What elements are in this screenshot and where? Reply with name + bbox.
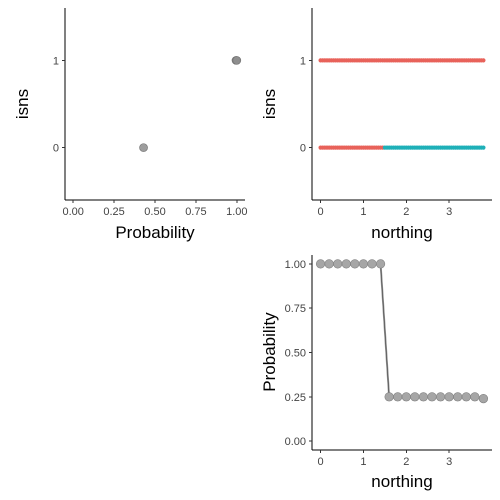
- data-point: [324, 259, 334, 269]
- x-tick-label: 0: [318, 206, 324, 218]
- ticks-group: 0 1 2 3 0 1: [300, 55, 452, 218]
- y-axis-title: isns: [13, 89, 32, 119]
- x-tick-label: 0.50: [144, 206, 165, 218]
- series-line: [320, 262, 484, 400]
- data-point: [410, 392, 420, 402]
- x-tick-label: 0.00: [62, 206, 83, 218]
- ticks-group: 0 1 2 3 0.00 0.25 0.50 0.75 1.00: [285, 259, 453, 468]
- data-point: [481, 145, 486, 150]
- panel-northing-vs-isns: 0 1 2 3 0 1 northing isns: [260, 8, 492, 242]
- y-tick-label: 1: [300, 55, 306, 67]
- panel-northing-vs-probability: 0 1 2 3 0.00 0.25 0.50 0.75 1.00 northing Probab…: [260, 255, 492, 491]
- data-point: [470, 392, 480, 402]
- data-point: [375, 259, 386, 269]
- x-tick-label: 0: [318, 456, 324, 468]
- x-tick-label: 2: [403, 206, 409, 218]
- marks-group: [318, 58, 486, 150]
- marks-group: [139, 56, 242, 152]
- data-point: [350, 259, 360, 269]
- ticks-group: 0.00 0.25 0.50 0.75 1.00 0 1: [53, 55, 248, 218]
- series-line-core: [320, 263, 484, 399]
- data-point: [384, 392, 394, 402]
- y-tick-label: 0: [300, 143, 306, 155]
- x-tick-label: 1: [360, 456, 366, 468]
- data-point: [358, 259, 369, 269]
- y-tick-label: 0: [53, 143, 59, 155]
- data-point: [427, 392, 437, 402]
- x-axis-title: Probability: [115, 223, 195, 242]
- data-point: [418, 392, 429, 402]
- y-tick-label: 1.00: [285, 259, 306, 271]
- y-tick-label: 1: [53, 55, 59, 67]
- x-axis-title: northing: [371, 472, 432, 491]
- data-point: [401, 392, 411, 402]
- data-point: [341, 259, 351, 269]
- y-axis-title: isns: [260, 89, 279, 119]
- data-point: [393, 392, 403, 402]
- x-tick-label: 1.00: [226, 206, 247, 218]
- x-tick-label: 2: [403, 456, 409, 468]
- y-tick-label: 0.75: [285, 303, 306, 315]
- x-tick-label: 0.75: [185, 206, 206, 218]
- data-point: [315, 259, 326, 269]
- data-point: [139, 143, 148, 152]
- data-point: [461, 392, 471, 402]
- y-tick-label: 0.00: [285, 436, 306, 448]
- data-point: [232, 56, 242, 65]
- marks-group: [315, 259, 489, 404]
- panel-probability-vs-isns: 0.00 0.25 0.50 0.75 1.00 0 1 Probability isns: [13, 8, 248, 242]
- y-tick-label: 0.50: [285, 348, 306, 360]
- y-tick-label: 0.25: [285, 392, 306, 404]
- x-axis-title: northing: [371, 223, 432, 242]
- data-point: [367, 259, 377, 269]
- x-tick-label: 0.25: [103, 206, 124, 218]
- x-tick-label: 1: [360, 206, 366, 218]
- data-point: [481, 58, 486, 63]
- data-point: [444, 392, 454, 402]
- x-tick-label: 3: [446, 456, 452, 468]
- data-point: [333, 259, 343, 269]
- y-axis-title: Probability: [260, 312, 279, 392]
- x-tick-label: 3: [446, 206, 452, 218]
- data-point: [453, 392, 463, 402]
- data-point: [435, 392, 446, 402]
- data-point: [478, 393, 489, 404]
